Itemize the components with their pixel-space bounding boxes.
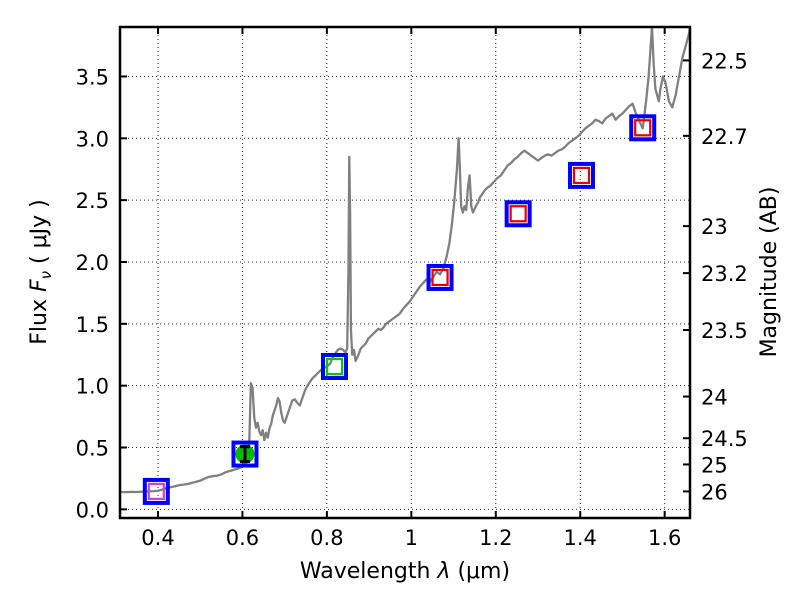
photometry-marker-k-band xyxy=(629,114,657,142)
y-tick-label-right: 25 xyxy=(701,453,728,477)
x-tick-label: 1.6 xyxy=(648,526,681,550)
marker-outer-square xyxy=(504,200,532,228)
marker-outer-square xyxy=(320,352,348,380)
x-axis-title: Wavelength λ (μm) xyxy=(300,559,510,584)
y-tick-label-right: 24 xyxy=(701,386,728,410)
spectrum-path xyxy=(120,27,690,494)
y-tick-label-left: 1.0 xyxy=(76,375,109,399)
photometry-marker-i-band xyxy=(320,352,348,380)
svg-text:Flux Fν ( μJy ): Flux Fν ( μJy ) xyxy=(27,199,55,344)
axis-ticks xyxy=(120,27,690,518)
marker-inner-square xyxy=(509,205,527,223)
model-spectrum-curve xyxy=(120,27,690,494)
x-tick-label: 0.8 xyxy=(310,526,343,550)
marker-inner-square xyxy=(325,357,344,376)
photometry-markers xyxy=(142,114,657,505)
y-tick-label-left: 3.5 xyxy=(76,65,109,89)
x-tick-label: 1.2 xyxy=(479,526,512,550)
axis-tick-labels: 0.4 0.6 0.8 1 1.2 1.4 1.6 0.0 0.5 1.0 1.5 2.0 2.5 3.0… xyxy=(76,49,748,550)
marker-outer-square xyxy=(567,161,595,189)
y-tick-label-left: 3.0 xyxy=(76,127,109,151)
svg-text:Wavelength λ (μm): Wavelength λ (μm) xyxy=(300,559,510,584)
grid-lines xyxy=(120,27,690,518)
marker-outer-square xyxy=(629,114,657,142)
y-tick-label-right: 26 xyxy=(701,480,728,504)
y-tick-label-left: 0.5 xyxy=(76,437,109,461)
y-axis-title-word: Flux xyxy=(27,299,52,345)
y-tick-label-right: 23 xyxy=(701,215,728,239)
x-axis-title-unit: (μm) xyxy=(457,559,510,584)
x-axis-title-lambda: λ xyxy=(436,559,450,584)
y-tick-label-left: 2.0 xyxy=(76,251,109,275)
y-axis-right-title-text: Magnitude (AB) xyxy=(757,187,782,358)
photometry-marker-v-band xyxy=(231,440,259,468)
y-axis-title-symbol: F xyxy=(27,279,52,292)
photometry-marker-b-band xyxy=(142,477,170,505)
marker-inner-square xyxy=(572,166,591,185)
y-axis-right-title: Magnitude (AB) xyxy=(757,187,782,358)
marker-inner-square xyxy=(147,482,165,501)
photometry-marker-y-band xyxy=(426,263,454,291)
x-tick-label: 1 xyxy=(405,526,418,550)
y-axis-title-subscript: ν xyxy=(37,271,55,279)
y-tick-label-right: 22.7 xyxy=(701,125,748,149)
photometry-marker-j-band xyxy=(504,200,532,228)
y-tick-label-left: 0.0 xyxy=(76,498,109,522)
y-tick-label-right: 23.5 xyxy=(701,319,748,343)
marker-inner-square xyxy=(431,268,449,287)
y-tick-label-left: 2.5 xyxy=(76,189,109,213)
y-tick-label-right: 23.2 xyxy=(701,262,748,286)
y-axis-left-title: Flux Fν ( μJy ) xyxy=(27,199,55,344)
x-tick-label: 1.4 xyxy=(564,526,597,550)
x-tick-label: 0.6 xyxy=(226,526,259,550)
y-axis-title-unit: ( μJy ) xyxy=(27,199,52,264)
plot-border xyxy=(118,25,692,520)
photometry-marker-h-band xyxy=(567,161,595,189)
x-tick-label: 0.4 xyxy=(141,526,174,550)
axes-frame xyxy=(118,25,692,520)
marker-outer-square xyxy=(426,263,454,291)
marker-inner-square xyxy=(634,119,652,137)
y-tick-label-right: 24.5 xyxy=(701,427,748,451)
marker-outer-square xyxy=(142,477,170,505)
x-axis-title-word: Wavelength xyxy=(300,559,431,584)
y-tick-label-left: 1.5 xyxy=(76,313,109,337)
marker-outer-square xyxy=(231,440,259,468)
y-tick-label-right: 22.5 xyxy=(701,49,748,73)
